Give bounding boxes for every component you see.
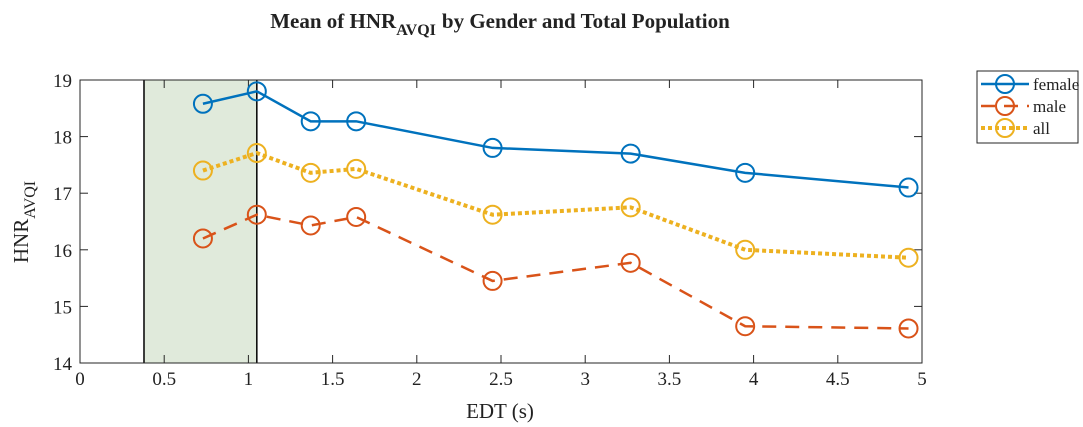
y-tick-label: 17 (53, 184, 72, 205)
data-point (300, 215, 321, 236)
shaded-region (143, 80, 257, 363)
title-subscript: AVQI (396, 22, 436, 39)
data-point (898, 318, 919, 339)
legend-label: all (1033, 119, 1050, 138)
data-point (192, 228, 213, 249)
x-tick-label: 0 (75, 369, 85, 390)
x-tick-label: 2.5 (489, 369, 513, 390)
x-tick-label: 3.5 (658, 369, 682, 390)
x-tick-label: 3 (580, 369, 590, 390)
x-tick-label: 2 (412, 369, 422, 390)
x-tick-label: 1.5 (321, 369, 345, 390)
legend-marker (995, 96, 1015, 116)
x-tick-label: 4 (749, 369, 759, 390)
data-point (620, 143, 641, 164)
legend-marker (995, 118, 1015, 138)
data-point (192, 160, 213, 181)
title-rest: by Gender and Total Population (442, 9, 730, 33)
y-tick-label: 14 (53, 354, 73, 375)
y-axis-label: HNRAVQI (9, 181, 39, 263)
data-point (246, 81, 267, 102)
y-tick-label: 18 (53, 128, 72, 149)
y-label-subscript: AVQI (22, 181, 39, 219)
x-tick-label: 5 (917, 369, 927, 390)
data-point (620, 252, 641, 273)
data-point (246, 143, 267, 164)
x-axis-label: EDT (s) (466, 399, 534, 423)
data-point (246, 204, 267, 225)
legend-marker (995, 74, 1015, 94)
data-point (346, 111, 367, 132)
data-point (898, 247, 919, 268)
legend: female male all (976, 70, 1079, 144)
data-point (346, 158, 367, 179)
chart-title: Mean of HNRAVQI by Gender and Total Popul… (270, 9, 730, 39)
data-point (735, 316, 756, 337)
x-tick-label: 0.5 (152, 369, 176, 390)
series-line (202, 150, 909, 260)
y-tick-label: 16 (53, 241, 72, 262)
data-point (482, 204, 503, 225)
legend-label: female (1033, 75, 1079, 94)
data-point (346, 206, 367, 227)
data-point (192, 93, 213, 114)
data-point (300, 162, 321, 183)
title-main: Mean of HNR (270, 9, 397, 33)
y-label-main: HNR (9, 219, 33, 263)
data-point (735, 162, 756, 183)
data-point (482, 137, 503, 158)
x-tick-label: 4.5 (826, 369, 850, 390)
data-point (482, 270, 503, 291)
y-tick-label: 19 (53, 71, 72, 92)
legend-label: male (1033, 97, 1066, 116)
series-line (202, 89, 909, 189)
y-tick-label: 15 (53, 297, 72, 318)
data-point (300, 111, 321, 132)
data-point (898, 177, 919, 198)
series-line (202, 213, 909, 330)
data-point (735, 239, 756, 260)
x-tick-label: 1 (244, 369, 254, 390)
data-point (620, 197, 641, 218)
